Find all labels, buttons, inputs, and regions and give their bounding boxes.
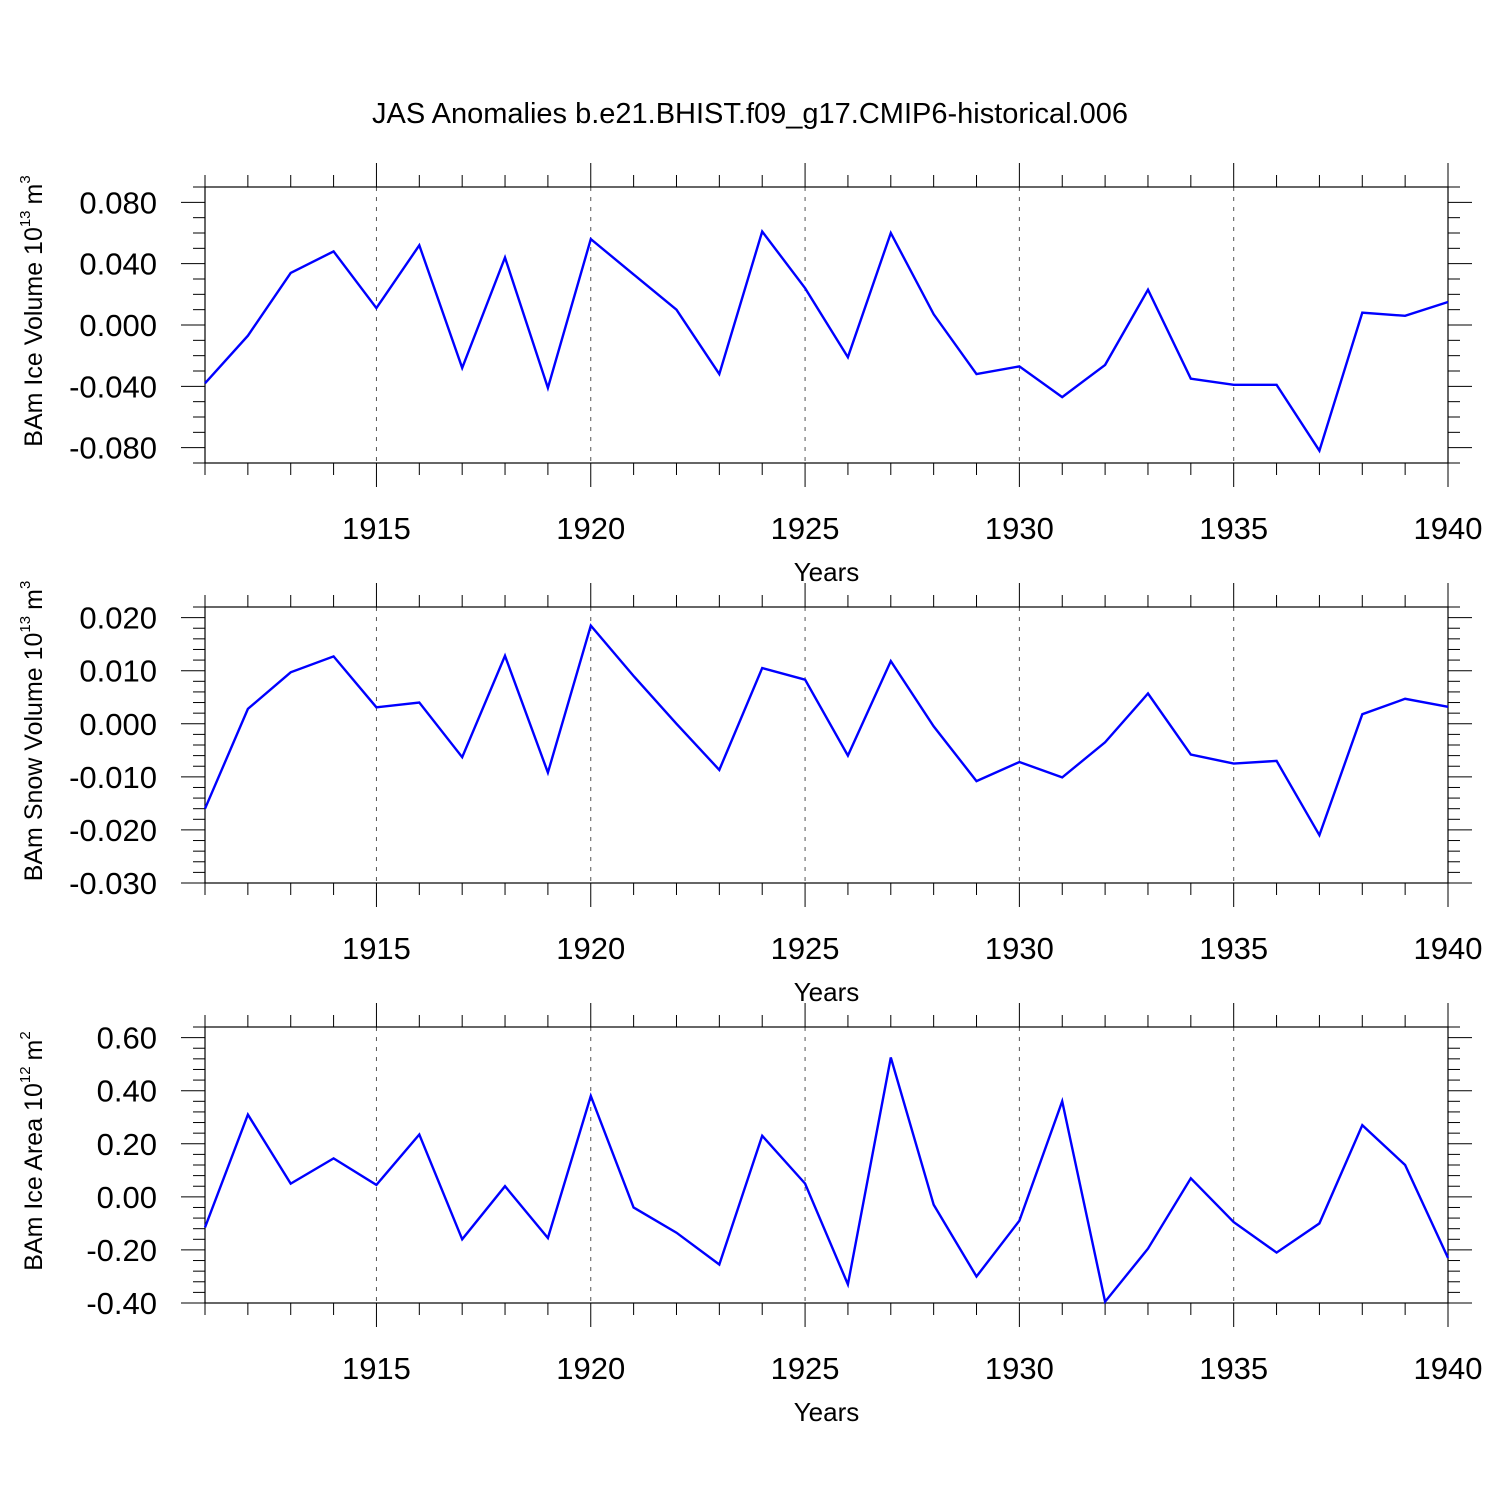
- x-tick-label: 1920: [556, 931, 625, 966]
- y-axis-label-text: BAm Snow Volume 10: [20, 633, 48, 882]
- x-tick-label: 1930: [985, 931, 1054, 966]
- y-tick-label: 0.20: [97, 1127, 157, 1162]
- y-axis-label-exponent: 12: [17, 1066, 34, 1083]
- x-tick-label: 1930: [985, 1351, 1054, 1386]
- y-tick-label: -0.010: [69, 760, 157, 795]
- y-axis-label: BAm Ice Volume 1013 m3: [17, 175, 48, 446]
- plot-frame: [204, 186, 1449, 464]
- series-line: [203, 623, 1449, 839]
- y-axis-label: BAm Snow Volume 1013 m3: [17, 581, 48, 882]
- series-line: [203, 1057, 1450, 1305]
- x-tick-label: 1915: [342, 511, 411, 546]
- x-tick-label: 1925: [771, 1351, 840, 1386]
- series-line: [204, 228, 1449, 454]
- x-tick-label: 1925: [771, 511, 840, 546]
- y-tick-label: 0.000: [79, 707, 157, 742]
- y-tick-label: -0.020: [69, 813, 157, 848]
- y-tick-label: -0.40: [86, 1286, 157, 1321]
- y-axis-label-unit-exponent: 2: [17, 1031, 34, 1039]
- panel-ice-volume: 0.080 0.040 0.000 -0.040 -0.080 1915 1920 1925 1…: [17, 163, 1482, 587]
- y-axis-label-unit: m: [20, 184, 48, 205]
- x-tick-label: 1940: [1414, 1351, 1483, 1386]
- y-axis-label-unit-exponent: 3: [17, 175, 34, 183]
- x-tick-label: 1935: [1199, 511, 1268, 546]
- y-tick-label: 0.60: [97, 1021, 157, 1056]
- y-tick-label: -0.20: [86, 1233, 157, 1268]
- y-axis-label-unit: m: [20, 589, 48, 610]
- x-axis-label: Years: [794, 1397, 860, 1427]
- plot-frame: [204, 1026, 1449, 1304]
- x-tick-label: 1940: [1414, 931, 1483, 966]
- x-tick-label: 1920: [556, 511, 625, 546]
- y-tick-label: -0.040: [69, 369, 157, 404]
- x-tick-label: 1915: [342, 1351, 411, 1386]
- y-axis-label: BAm Ice Area 1012 m2: [17, 1031, 48, 1270]
- y-axis-label-unit-exponent: 3: [17, 581, 34, 589]
- y-tick-label: 0.40: [97, 1074, 157, 1109]
- y-tick-label: 0.080: [79, 185, 157, 220]
- x-tick-label: 1935: [1199, 931, 1268, 966]
- x-axis-label: Years: [794, 977, 860, 1007]
- figure-title: JAS Anomalies b.e21.BHIST.f09_g17.CMIP6-…: [371, 98, 1128, 130]
- y-tick-label: 0.000: [79, 308, 157, 343]
- y-tick-label: -0.030: [69, 866, 157, 901]
- x-tick-label: 1930: [985, 511, 1054, 546]
- panel-ice-area: 0.60 0.40 0.20 0.00 -0.20 -0.40 1915 1920 1925 19…: [17, 1003, 1482, 1427]
- y-tick-label: 0.040: [79, 247, 157, 282]
- y-axis-label-unit: m: [20, 1040, 48, 1061]
- x-tick-label: 1915: [342, 931, 411, 966]
- y-tick-label: -0.080: [69, 431, 157, 466]
- y-tick-label: 0.010: [79, 654, 157, 689]
- x-tick-label: 1920: [556, 1351, 625, 1386]
- x-axis-label: Years: [794, 557, 860, 587]
- y-axis-label-exponent: 13: [17, 616, 34, 633]
- y-tick-label: 0.020: [79, 601, 157, 636]
- x-tick-label: 1925: [771, 931, 840, 966]
- x-tick-label: 1940: [1414, 511, 1483, 546]
- y-axis-label-text: BAm Ice Volume 10: [20, 227, 48, 447]
- y-tick-label: 0.00: [97, 1180, 157, 1215]
- y-axis-label-exponent: 13: [17, 210, 34, 227]
- plot-frame: [204, 606, 1449, 884]
- panel-snow-volume: 0.020 0.010 0.000 -0.010 -0.020 -0.030 1915 192…: [17, 581, 1482, 1007]
- x-tick-label: 1935: [1199, 1351, 1268, 1386]
- y-axis-label-text: BAm Ice Area 10: [20, 1083, 48, 1271]
